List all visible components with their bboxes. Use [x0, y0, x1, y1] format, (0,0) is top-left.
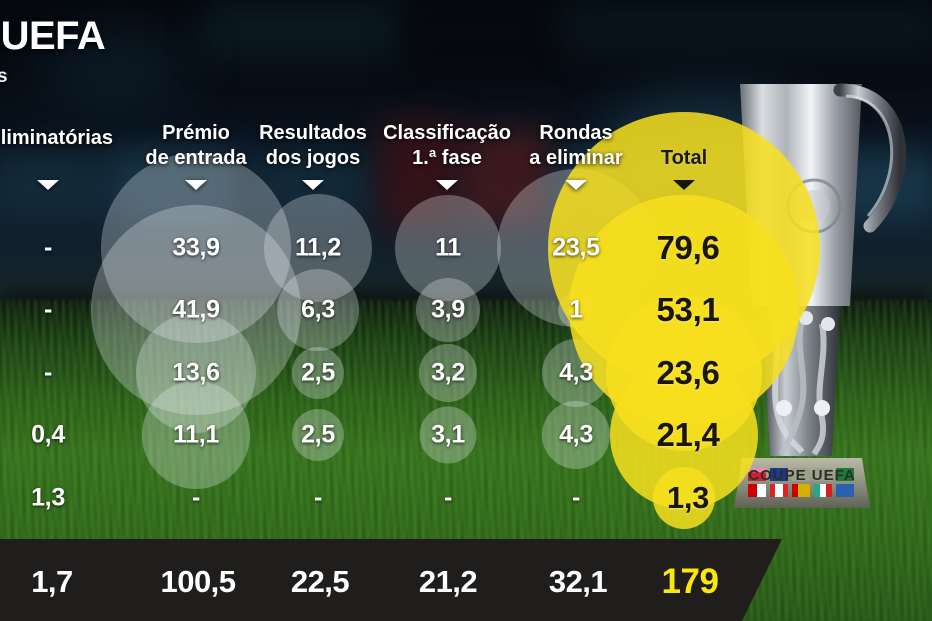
table-cell: 4,3 [559, 358, 593, 387]
table-cell: 6,3 [301, 295, 335, 324]
bubble [292, 409, 344, 461]
column-header-line1: Prémio [162, 122, 230, 144]
totals-bar [0, 539, 782, 621]
bubble [419, 406, 477, 464]
bubble [136, 313, 256, 433]
table-cell: 3,1 [431, 420, 465, 449]
stand-block [400, 0, 570, 70]
floodlight-glow [40, 30, 190, 110]
table-cell: 33,9 [172, 233, 220, 262]
total-cell: 100,5 [160, 564, 236, 599]
column-header-classificacao: Classificação 1.ª fase [383, 121, 511, 171]
stand-block [462, 130, 552, 225]
bubble [264, 194, 372, 302]
table-cell: 1,3 [31, 483, 65, 512]
bubble [142, 381, 250, 489]
table-cell: - [443, 483, 453, 512]
table-cell: 1 [569, 295, 583, 324]
table-cell: 11 [435, 233, 461, 262]
total-cell: 1,7 [31, 564, 73, 599]
table-cell-total: 79,6 [656, 229, 720, 266]
chevron-down-icon [185, 180, 207, 190]
chevron-down-icon [673, 180, 695, 190]
table-cell-total: 53,1 [656, 291, 720, 328]
table-cell-total: 1,3 [666, 480, 710, 515]
page-subtitle: es de euros [0, 66, 8, 87]
table-cell: 3,9 [431, 295, 465, 324]
column-header-pre: -eliminatórias [0, 126, 113, 151]
chevron-down-icon [37, 180, 59, 190]
column-header-line1: Classificação [383, 122, 511, 144]
table-cell: 3,2 [431, 358, 465, 387]
column-header-rondas: Rondas a eliminar [529, 121, 622, 171]
total-cell: 32,1 [548, 564, 608, 599]
bubble [542, 401, 610, 469]
table-cell-total: 23,6 [656, 354, 720, 391]
table-cell: 23,5 [552, 233, 600, 262]
column-header-total: Total [661, 146, 707, 171]
chevron-down-icon [436, 180, 458, 190]
column-header-line2: 1.ª fase [412, 147, 482, 169]
column-header-line2: de entrada [145, 147, 247, 169]
table-cell: 4,3 [559, 420, 593, 449]
column-header-line2: dos jogos [265, 147, 361, 169]
bubble [277, 269, 359, 351]
bubble [419, 344, 477, 402]
bubble [395, 195, 501, 301]
stand-block [380, 120, 460, 230]
chevron-down-icon [565, 180, 587, 190]
column-header-resultados: Resultados dos jogos [259, 121, 367, 171]
bubble [91, 205, 301, 415]
table-cell: - [313, 483, 323, 512]
svg-text:COUPE UEFA: COUPE UEFA [748, 467, 856, 484]
total-cell: 21,2 [418, 564, 478, 599]
table-cell: - [43, 233, 53, 262]
stand-block [200, 0, 410, 60]
stand-block [110, 148, 240, 222]
column-header-line1: Rondas [539, 122, 613, 144]
table-cell-total: 21,4 [656, 416, 720, 453]
table-cell: 11,2 [294, 233, 342, 262]
total-cell-grand: 179 [661, 562, 719, 601]
table-cell: - [571, 483, 581, 512]
bubble-total [653, 467, 715, 529]
table-cell: - [43, 295, 53, 324]
column-header-line1: Resultados [259, 122, 367, 144]
table-cell: 2,5 [301, 358, 335, 387]
bubble [292, 347, 344, 399]
table-cell: 2,5 [301, 420, 335, 449]
table-cell: 41,9 [172, 295, 220, 324]
bubble [416, 278, 480, 342]
table-cell: - [43, 358, 53, 387]
table-cell: 11,1 [172, 420, 220, 449]
table-cell: - [191, 483, 201, 512]
column-header-line2: -eliminatórias [0, 127, 114, 149]
column-header-line2: Total [660, 147, 708, 169]
chevron-down-icon [302, 180, 324, 190]
page-title: os da UEFA [0, 14, 106, 58]
column-header-line2: a eliminar [529, 147, 623, 169]
column-header-entrada: Prémio de entrada [145, 121, 246, 171]
table-cell: 0,4 [31, 420, 65, 449]
stand-block [560, 0, 932, 55]
total-cell: 22,5 [290, 564, 350, 599]
table-cell: 13,6 [172, 358, 220, 387]
